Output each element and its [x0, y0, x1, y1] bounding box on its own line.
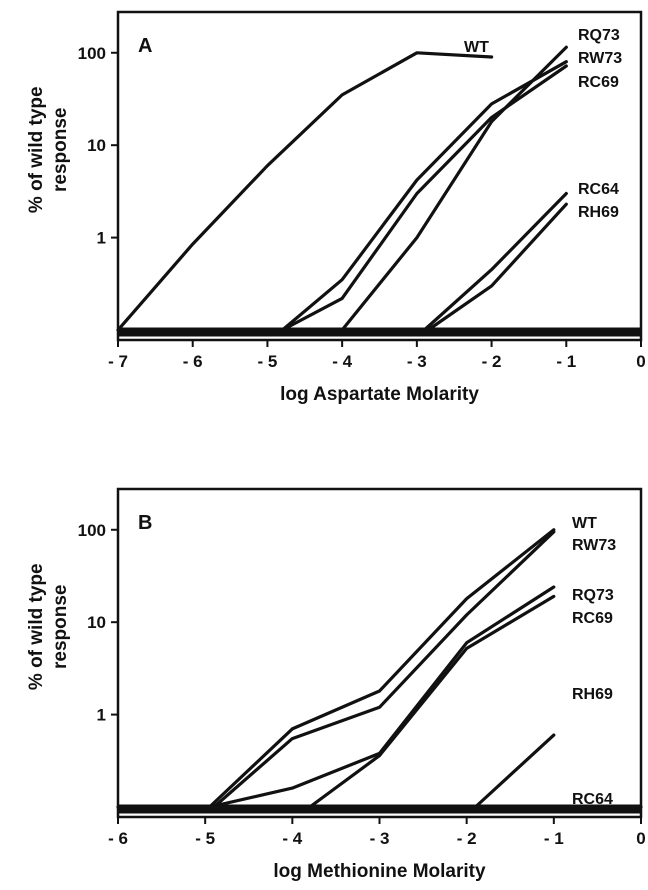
y-axis-label: % of wild type [26, 563, 47, 690]
x-tick-label: - 4 [332, 352, 352, 371]
series-line-rh69 [473, 733, 556, 809]
series-label-rc69: RC69 [572, 610, 613, 627]
series-line-wt [116, 51, 494, 332]
series-label-rq73: RQ73 [578, 27, 620, 44]
y-axis-label: response [50, 108, 71, 192]
series-label-rh69: RH69 [572, 686, 613, 703]
series-line-rh69 [426, 202, 568, 332]
series-label-wt: WT [572, 515, 597, 532]
panel-a: 1 10 100 - 7 - 6 - 5 - 4 - 3 - 2 - 1 0 log Aspartat… [26, 10, 646, 405]
series-label-rw73: RW73 [578, 50, 622, 67]
series-line-wt [207, 528, 556, 809]
x-tick-label: - 4 [282, 829, 302, 848]
series-label-rw73: RW73 [572, 537, 616, 554]
series-line-rc69 [280, 64, 568, 332]
series-label-wt: WT [464, 39, 489, 56]
x-axis-label: log Aspartate Molarity [280, 384, 479, 405]
y-axis-label: response [50, 585, 71, 669]
series-label-rc64: RC64 [578, 181, 619, 198]
series-line-rc69 [308, 594, 556, 809]
plot-frame [116, 10, 643, 342]
x-axis-label: log Methionine Molarity [273, 861, 486, 882]
series-line-rq73 [207, 585, 556, 809]
x-tick-label: - 6 [108, 829, 128, 848]
y-tick-label: 10 [87, 613, 106, 632]
y-tick-label: 1 [97, 229, 106, 248]
series-label-rq73: RQ73 [572, 587, 614, 604]
y-tick-label: 1 [97, 706, 106, 725]
series-label-rc69: RC69 [578, 74, 619, 91]
series-label-rc64: RC64 [572, 791, 613, 808]
x-tick-label: - 3 [370, 829, 390, 848]
x-tick-label: - 3 [407, 352, 427, 371]
x-tick-label: - 6 [183, 352, 203, 371]
y-axis-label: % of wild type [26, 86, 47, 213]
y-tick-label: 100 [78, 44, 106, 63]
y-tick-label: 10 [87, 136, 106, 155]
panel-label: A [138, 35, 152, 57]
x-tick-label: 0 [636, 829, 645, 848]
x-tick-label: 0 [636, 352, 645, 371]
x-tick-label: - 5 [195, 829, 215, 848]
x-tick-label: - 1 [556, 352, 576, 371]
x-tick-label: - 7 [108, 352, 128, 371]
series-line-rc64 [422, 191, 568, 332]
series-line-rw73 [280, 60, 568, 332]
x-tick-label: - 2 [482, 352, 502, 371]
y-tick-label: 100 [78, 521, 106, 540]
plot-frame [116, 487, 643, 819]
x-tick-label: - 1 [544, 829, 564, 848]
series-line-rw73 [212, 530, 556, 809]
panel-label: B [138, 512, 152, 534]
panel-b: 1 10 100 - 6 - 5 - 4 - 3 - 2 - 1 0 log Methionine … [26, 487, 646, 882]
x-tick-label: - 5 [258, 352, 278, 371]
series-label-rh69: RH69 [578, 204, 619, 221]
x-tick-label: - 2 [457, 829, 477, 848]
